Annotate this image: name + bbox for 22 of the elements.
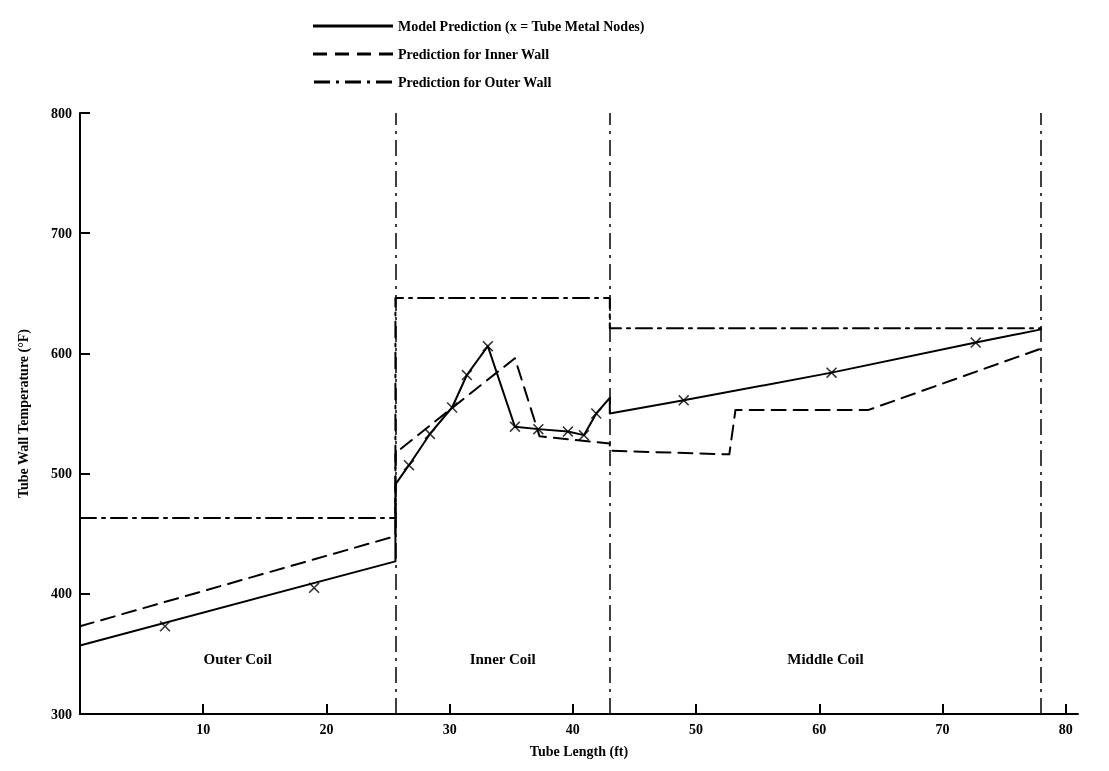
x-tick-label: 10 [196,721,211,737]
y-tick-label: 700 [51,225,72,241]
x-tick-label: 60 [812,721,827,737]
y-tick-label: 300 [51,706,72,722]
annotation: Outer Coil [203,651,272,667]
y-tick-label: 500 [51,466,72,482]
x-tick-label: 30 [442,721,457,737]
x-tick-label: 40 [565,721,580,737]
y-tick-label: 400 [51,586,72,602]
y-tick-label: 600 [51,345,72,361]
x-tick-label: 70 [935,721,950,737]
legend-label: Prediction for Inner Wall [398,46,550,62]
y-axis-title: Tube Wall Temperature (°F) [15,328,32,499]
x-tick-label: 50 [689,721,704,737]
x-axis-title: Tube Length (ft) [529,743,629,760]
y-tick-label: 800 [51,105,72,121]
legend-label: Prediction for Outer Wall [398,74,552,90]
x-tick-label: 20 [319,721,334,737]
x-tick-label: 80 [1058,721,1073,737]
annotation: Middle Coil [787,651,864,667]
legend-label: Model Prediction (x = Tube Metal Nodes) [398,18,645,35]
annotation: Inner Coil [469,651,536,667]
